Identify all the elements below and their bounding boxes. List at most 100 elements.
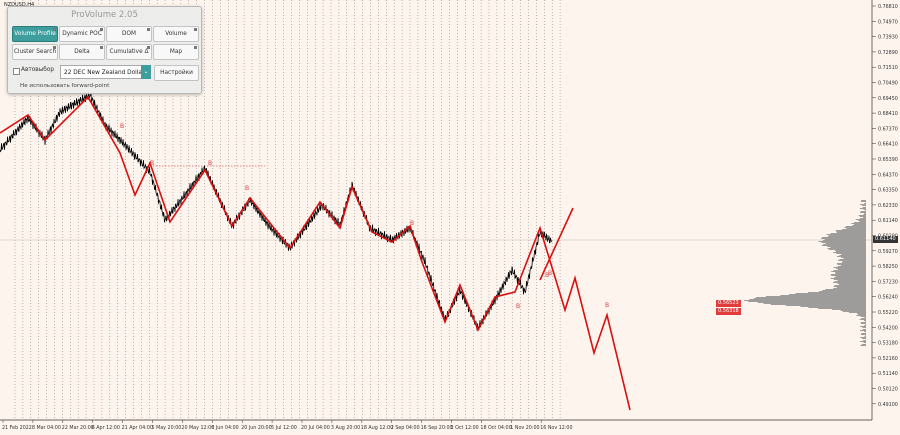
volume-bar (848, 312, 866, 313)
volume-bar (859, 216, 866, 217)
y-tick-label: 0.52160 (878, 356, 898, 362)
volume-bar (839, 259, 866, 260)
cluster-search-button[interactable]: Cluster Search (12, 44, 58, 60)
volume-bar (833, 252, 866, 253)
volume-bar (864, 336, 866, 337)
y-tick-label: 0.71510 (878, 65, 898, 71)
instrument-select[interactable]: 22 DEC New Zealand Dollar (60, 65, 150, 79)
volume-bar (821, 237, 866, 238)
volume-bar (863, 340, 866, 341)
volume-bar (835, 251, 866, 252)
volume-bar (846, 228, 866, 229)
x-tick-label: 21 Feb 2022 (2, 425, 32, 431)
x-tick-label: 1 Nov 20:00 (510, 425, 539, 431)
volume-bar (855, 219, 866, 220)
forward-point-note: Не использовать forward-point (20, 83, 110, 89)
y-tick-label: 0.68410 (878, 111, 898, 117)
wave-mark: B (545, 272, 549, 279)
volume-bar (865, 335, 866, 336)
volume-bar (826, 234, 866, 235)
y-tick-label: 0.56240 (878, 295, 898, 301)
x-tick-label: 18 Aug 12:00 (361, 425, 393, 431)
volume-bar (833, 279, 866, 280)
dom-button[interactable]: DOM (106, 26, 152, 42)
y-tick-label: 0.62330 (878, 203, 898, 209)
volume-bar (828, 235, 866, 236)
volume-bar (749, 299, 866, 300)
volume-bar (828, 249, 866, 250)
volume-bar (860, 323, 866, 324)
provolume-panel: ProVolume 2.05 Volume Profile Dynamic PO… (7, 6, 202, 94)
wave-mark: B (410, 220, 414, 227)
volume-bar (830, 278, 866, 279)
volume-bar (843, 258, 866, 259)
current-price-tag: 0.61140 (873, 236, 898, 243)
auto-select-label: Автовыбор (21, 67, 55, 73)
map-button[interactable]: Map (153, 44, 199, 60)
volume-bar (839, 255, 866, 256)
volume-bar (765, 296, 866, 297)
volume-bar (854, 222, 866, 223)
settings-button[interactable]: Настройки (154, 65, 199, 81)
volume-bar (833, 267, 866, 268)
volume-bar (834, 277, 866, 278)
volume-bar (833, 270, 866, 271)
volume-bar (756, 297, 866, 298)
volume-bar (830, 233, 866, 234)
volume-bar (757, 302, 866, 303)
volume-bar (860, 337, 866, 338)
volume-bar (837, 269, 866, 270)
auto-select-checkbox[interactable] (13, 68, 20, 75)
volume-button[interactable]: Volume (153, 26, 199, 42)
volume-bar (859, 208, 866, 209)
volume-bar (865, 210, 866, 211)
y-tick-label: 0.53180 (878, 341, 898, 347)
volume-bar (830, 247, 866, 248)
volume-bar (824, 239, 866, 240)
volume-bar (820, 238, 866, 239)
volume-bar (825, 289, 866, 290)
x-tick-label: 20 May 12:00 (181, 425, 214, 431)
volume-bar (861, 318, 866, 319)
chevron-down-icon[interactable]: ⌄ (141, 65, 151, 79)
volume-bar (836, 287, 866, 288)
volume-bar (860, 322, 866, 323)
wave-mark: B (208, 160, 212, 167)
volume-bar (821, 245, 866, 246)
volume-bar (861, 200, 866, 201)
cumulative-delta-button[interactable]: Cumulative Δ (106, 44, 152, 60)
y-tick-label: 0.70490 (878, 81, 898, 87)
volume-bar (807, 292, 866, 293)
volume-bar (770, 304, 866, 305)
volume-bar (845, 226, 866, 227)
y-tick-label: 0.63350 (878, 188, 898, 194)
volume-bar (858, 220, 866, 221)
volume-bar (863, 342, 866, 343)
volume-bar (817, 308, 866, 309)
volume-bar (864, 325, 866, 326)
dynamic-poc-button[interactable]: Dynamic POC (59, 26, 105, 42)
symbol-label: NZDUSD,H4 (4, 2, 35, 8)
volume-profile-button[interactable]: Volume Profile (12, 26, 58, 42)
volume-bar (835, 268, 866, 269)
volume-bar (864, 213, 866, 214)
x-tick-label: 3 Aug 20:00 (331, 425, 360, 431)
x-tick-label: 21 Apr 04:00 (122, 425, 153, 431)
price-series (0, 91, 553, 331)
volume-bar (860, 345, 866, 346)
volume-bar (842, 311, 866, 312)
volume-bar (857, 314, 866, 315)
volume-bar (860, 330, 866, 331)
y-tick-label: 0.72890 (878, 50, 898, 56)
volume-bar (827, 248, 866, 249)
volume-bar (836, 263, 866, 264)
volume-bar (862, 207, 866, 208)
volume-bar (837, 283, 866, 284)
volume-bar (837, 256, 866, 257)
volume-bar (840, 310, 866, 311)
x-tick-label: 3 Oct 12:00 (451, 425, 479, 431)
delta-button[interactable]: Delta (59, 44, 105, 60)
x-tick-label: 16 Nov 12:00 (540, 425, 572, 431)
x-tick-label: 5 May 20:00 (152, 425, 182, 431)
